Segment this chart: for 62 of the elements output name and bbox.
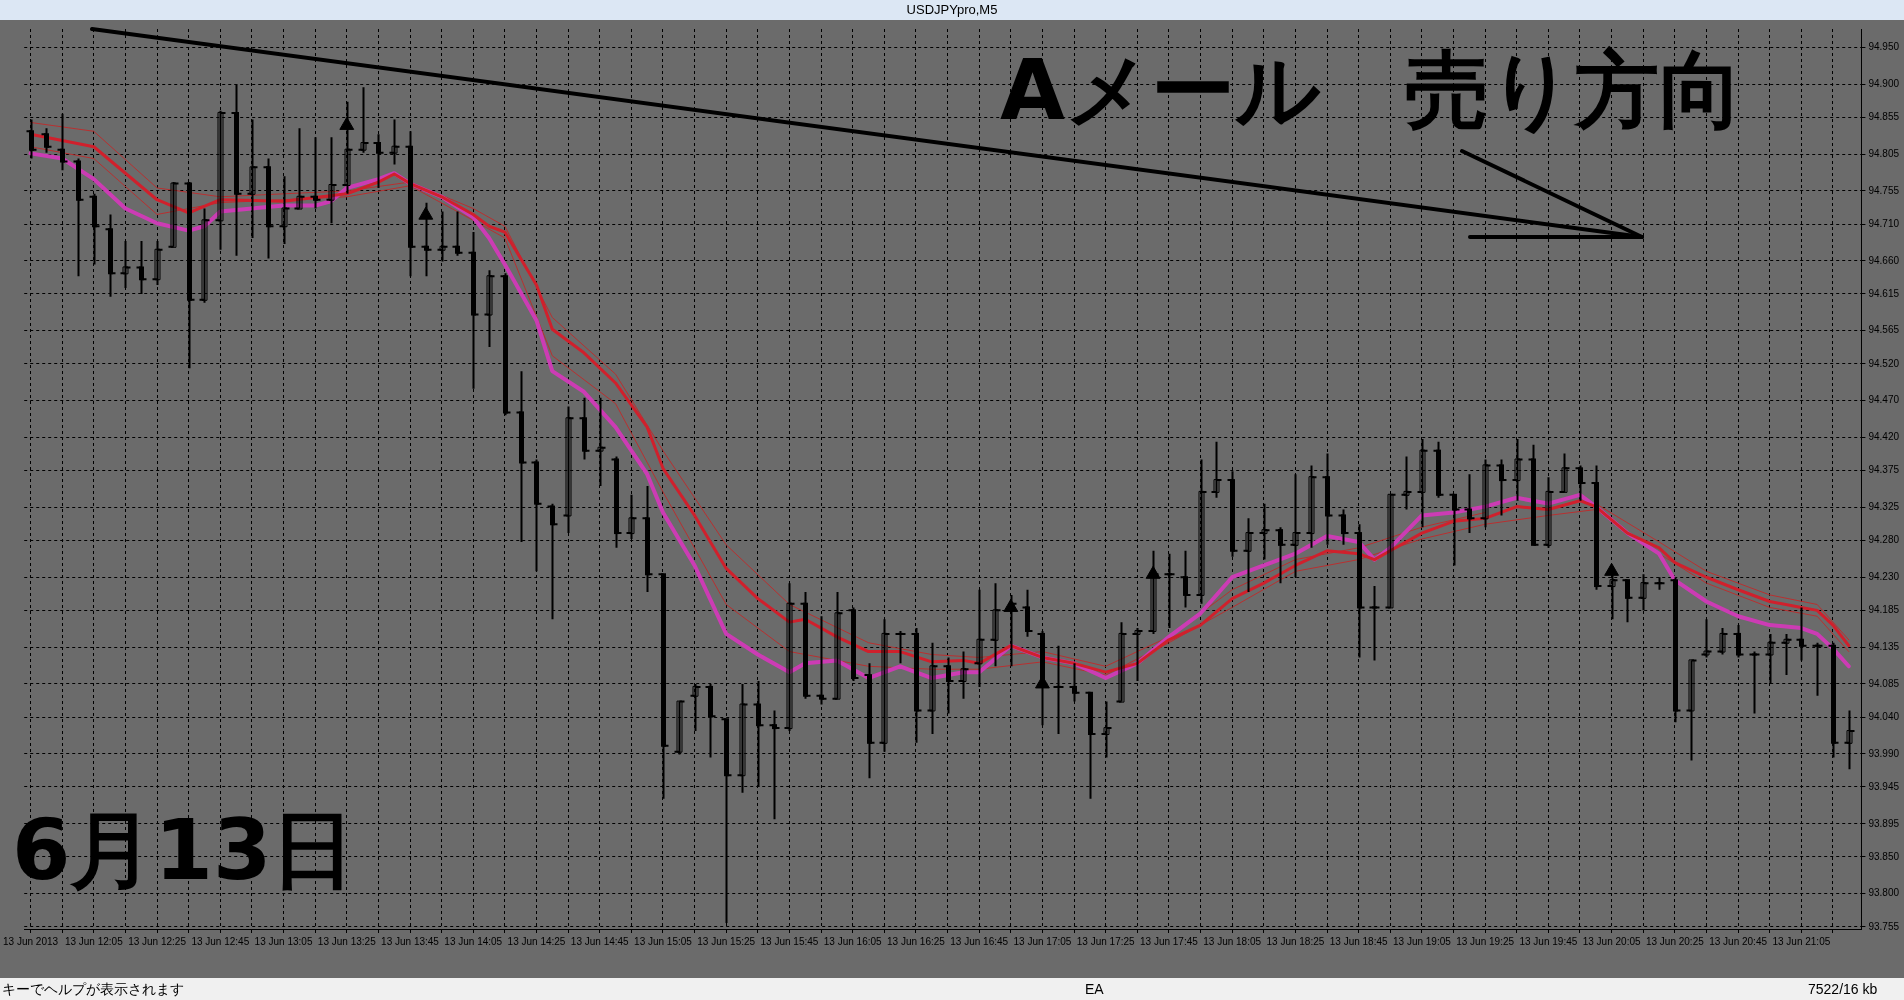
x-tick-label: 13 Jun 20:25 <box>1645 935 1705 947</box>
x-tick-label: 13 Jun 19:45 <box>1519 935 1578 947</box>
x-tick-label: 13 Jun 17:45 <box>1140 935 1199 947</box>
y-tick-label: 93.850 <box>1868 850 1900 862</box>
y-tick-label: 94.855 <box>1868 111 1900 123</box>
x-tick-label: 13 Jun 16:05 <box>823 935 883 947</box>
x-tick-label: 13 Jun 14:25 <box>507 935 566 947</box>
y-tick-label: 94.040 <box>1868 710 1900 722</box>
x-tick-label: 13 Jun 15:05 <box>634 935 693 947</box>
x-tick-label: 13 Jun 16:45 <box>950 935 1009 947</box>
y-tick-label: 94.325 <box>1868 501 1900 513</box>
y-tick-label: 94.470 <box>1868 394 1900 406</box>
y-tick-label: 93.895 <box>1868 817 1900 829</box>
x-tick-label: 13 Jun 21:05 <box>1772 935 1831 947</box>
x-tick-label: 13 Jun 16:25 <box>887 935 946 947</box>
y-tick-label: 93.990 <box>1868 747 1900 759</box>
y-tick-label: 93.755 <box>1868 920 1900 932</box>
x-tick-label: 13 Jun 13:45 <box>381 935 440 947</box>
y-tick-label: 94.710 <box>1868 217 1900 229</box>
x-tick-label: 13 Jun 12:45 <box>191 935 250 947</box>
x-tick-label: 13 Jun 20:05 <box>1582 935 1641 947</box>
x-tick-label: 13 Jun 12:25 <box>128 935 187 947</box>
y-tick-label: 94.230 <box>1868 570 1900 582</box>
y-tick-label: 94.565 <box>1868 324 1900 336</box>
y-tick-label: 94.420 <box>1868 431 1900 443</box>
y-tick-label: 94.950 <box>1868 41 1900 53</box>
y-tick-label: 94.185 <box>1868 604 1900 616</box>
y-tick-label: 94.085 <box>1868 677 1900 689</box>
y-tick-label: 94.660 <box>1868 254 1900 266</box>
x-tick-label: 13 Jun 18:45 <box>1329 935 1388 947</box>
y-tick-label: 94.900 <box>1868 77 1900 89</box>
y-tick-label: 93.945 <box>1868 780 1900 792</box>
y-tick-label: 93.800 <box>1868 887 1900 899</box>
text: EA <box>1085 981 1104 997</box>
x-tick-label: 13 Jun 14:05 <box>444 935 503 947</box>
x-tick-label: 13 Jun 17:25 <box>1076 935 1136 947</box>
x-tick-label: 13 Jun 15:25 <box>697 935 756 947</box>
x-tick-label: 13 Jun 13:25 <box>317 935 377 947</box>
y-tick-label: 94.805 <box>1868 147 1900 159</box>
y-tick-label: 94.615 <box>1868 287 1900 299</box>
text: 7522/16 kb <box>1808 981 1878 997</box>
x-tick-label: 13 Jun 13:05 <box>254 935 313 947</box>
x-tick-label: 13 Jun 14:45 <box>570 935 630 947</box>
x-tick-label: 13 Jun 17:05 <box>1013 935 1072 947</box>
y-tick-label: 94.755 <box>1868 184 1900 196</box>
y-tick-label: 94.135 <box>1868 640 1900 652</box>
x-tick-label: 13 Jun 15:45 <box>760 935 819 947</box>
annotation: Aメール 売り方向 <box>1000 41 1744 139</box>
x-tick-label: 13 Jun 12:05 <box>64 935 124 947</box>
x-tick-label: 13 Jun 19:25 <box>1456 935 1515 947</box>
y-tick-label: 94.520 <box>1868 357 1900 369</box>
y-tick-label: 94.280 <box>1868 534 1900 546</box>
text: キーでヘルプが表示されます <box>2 981 184 999</box>
x-tick-label: 13 Jun 2013 <box>3 935 59 947</box>
x-tick-label: 13 Jun 18:25 <box>1266 935 1325 947</box>
y-tick-label: 94.375 <box>1868 464 1900 476</box>
annotation: 6月13日 <box>12 801 356 899</box>
point <box>1604 562 1620 576</box>
x-tick-label: 13 Jun 19:05 <box>1392 935 1452 947</box>
chart-title: USDJPYpro,M5 <box>0 0 1904 20</box>
x-tick-label: 13 Jun 18:05 <box>1203 935 1262 947</box>
x-tick-label: 13 Jun 20:45 <box>1709 935 1768 947</box>
